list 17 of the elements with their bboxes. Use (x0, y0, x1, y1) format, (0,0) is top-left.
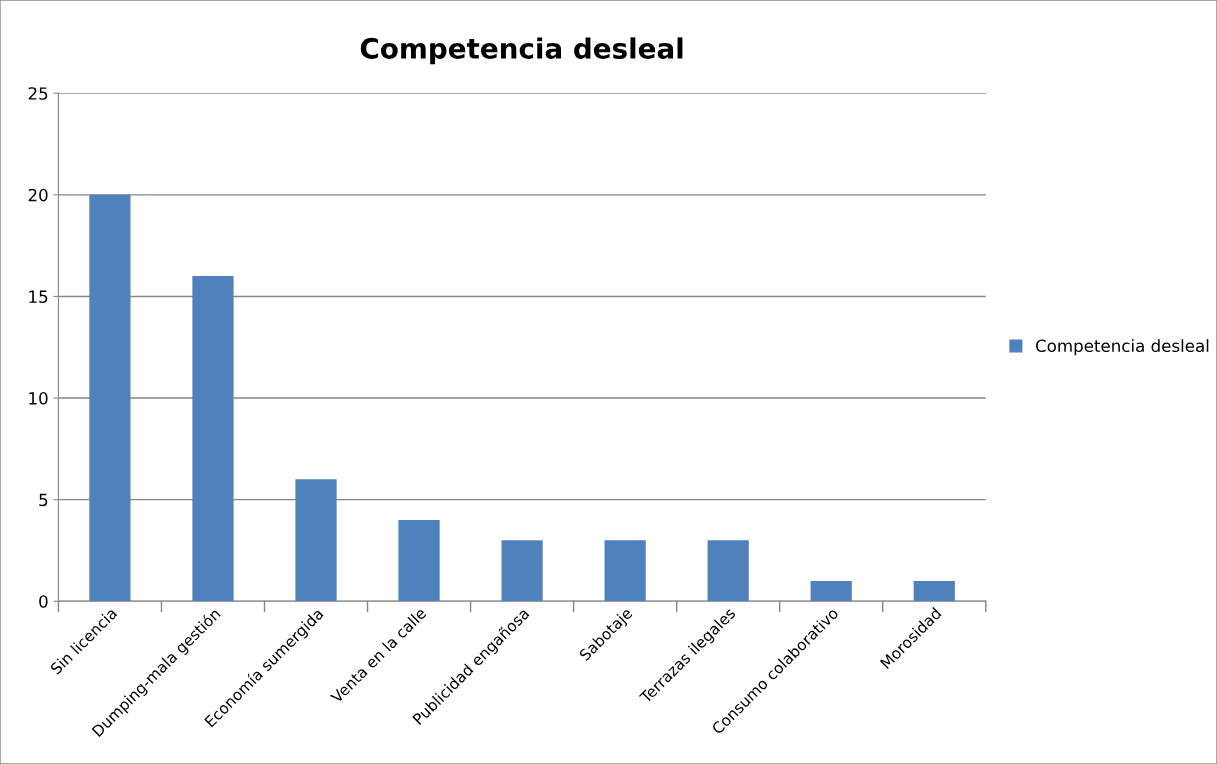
bar (913, 580, 955, 602)
bar (295, 479, 337, 602)
legend-label: Competencia desleal (1035, 339, 1209, 356)
chart-title: Competencia desleal (360, 37, 683, 65)
y-tick-label: 20 (28, 188, 48, 202)
bar (192, 276, 234, 602)
y-tick-label: 25 (28, 87, 48, 100)
y-tick-label: 15 (29, 290, 48, 303)
y-tick-label: 10 (29, 392, 48, 405)
bar (398, 519, 440, 602)
y-tick-label: 0 (39, 595, 48, 608)
bar (707, 540, 749, 602)
bar (89, 194, 131, 602)
bar (810, 580, 852, 602)
bar (604, 540, 646, 602)
bar (501, 540, 543, 602)
y-tick-label: 5 (39, 493, 48, 507)
